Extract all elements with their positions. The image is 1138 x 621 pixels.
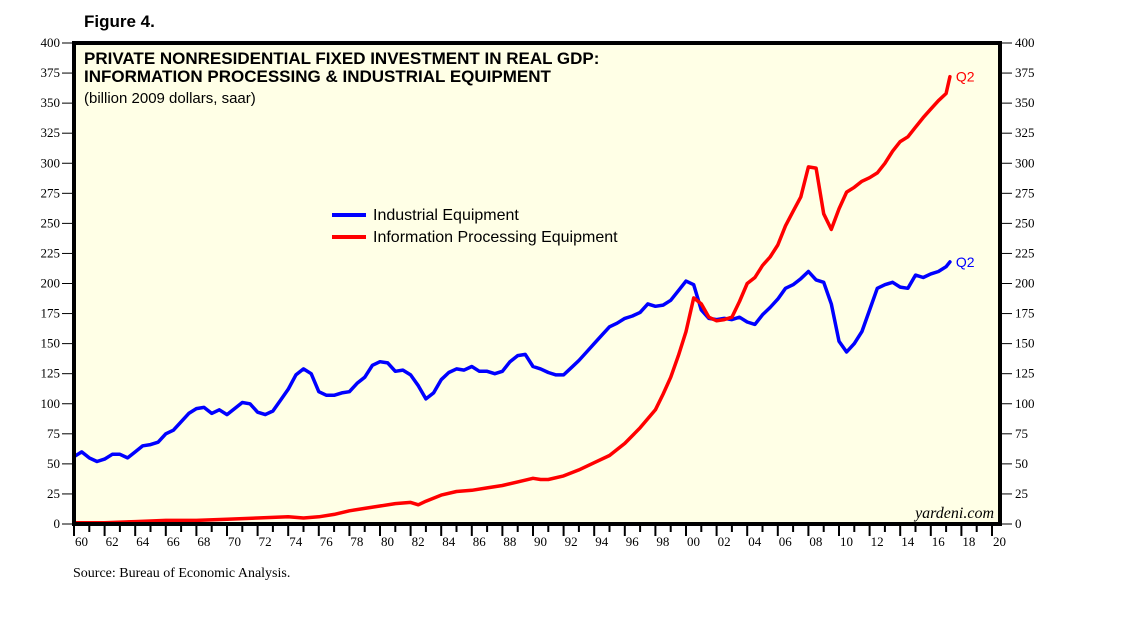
series-lines bbox=[72, 74, 952, 525]
y-tick-label-right: 275 bbox=[1015, 185, 1035, 200]
x-tick-label: 02 bbox=[718, 534, 731, 549]
x-tick-label: 94 bbox=[595, 534, 609, 549]
x-tick-label: 86 bbox=[473, 534, 487, 549]
y-tick-label-right: 350 bbox=[1015, 95, 1035, 110]
end-label-information-processing: Q2 bbox=[956, 69, 975, 85]
y-tick-label-right: 100 bbox=[1015, 396, 1035, 411]
y-tick-label-right: 400 bbox=[1015, 35, 1035, 50]
x-tick-label: 00 bbox=[687, 534, 700, 549]
legend: Industrial Equipment Information Process… bbox=[332, 207, 618, 246]
x-tick-label: 04 bbox=[748, 534, 762, 549]
x-tick-label: 06 bbox=[779, 534, 793, 549]
plot-background bbox=[74, 43, 1000, 524]
y-tick-label-left: 375 bbox=[41, 65, 61, 80]
x-tick-label: 70 bbox=[228, 534, 241, 549]
x-tick-label: 78 bbox=[350, 534, 363, 549]
x-axis: 60 62 64 66 68 70 72 74 76 78 80 82 84 86 88 90 92 94 96 98… bbox=[73, 524, 1006, 549]
x-tick-label: 08 bbox=[809, 534, 822, 549]
x-tick-label: 10 bbox=[840, 534, 853, 549]
y-tick-label-right: 200 bbox=[1015, 276, 1035, 291]
y-axis-right: 0 25 50 75 100 125 150 175 200 225 250 275 300 325 350… bbox=[1000, 35, 1035, 531]
y-tick-label-right: 125 bbox=[1015, 366, 1035, 381]
y-tick-label-left: 100 bbox=[41, 396, 61, 411]
y-tick-label-right: 75 bbox=[1015, 426, 1028, 441]
y-axis-left: 0 25 50 75 100 125 150 175 200 225 250 275 300 325 350… bbox=[41, 35, 74, 531]
x-tick-label: 14 bbox=[901, 534, 915, 549]
y-tick-label-left: 200 bbox=[41, 276, 61, 291]
series-line-information-processing bbox=[72, 74, 952, 525]
end-label-industrial-equipment: Q2 bbox=[956, 254, 975, 270]
x-tick-label: 80 bbox=[381, 534, 394, 549]
y-tick-label-left: 300 bbox=[41, 155, 61, 170]
y-tick-label-right: 225 bbox=[1015, 245, 1035, 260]
x-tick-label: 16 bbox=[932, 534, 946, 549]
y-tick-label-left: 50 bbox=[47, 456, 60, 471]
chart-subtitle: (billion 2009 dollars, saar) bbox=[84, 90, 256, 107]
y-tick-label-right: 250 bbox=[1015, 215, 1035, 230]
chart-title-line2: INFORMATION PROCESSING & INDUSTRIAL EQUI… bbox=[84, 67, 552, 86]
x-tick-label: 64 bbox=[136, 534, 150, 549]
y-tick-label-right: 0 bbox=[1015, 516, 1022, 531]
y-tick-label-left: 150 bbox=[41, 336, 61, 351]
y-tick-label-right: 325 bbox=[1015, 125, 1035, 140]
x-tick-label: 12 bbox=[871, 534, 884, 549]
y-tick-label-left: 225 bbox=[41, 245, 61, 260]
x-tick-label: 88 bbox=[503, 534, 516, 549]
source-note: Source: Bureau of Economic Analysis. bbox=[73, 566, 291, 581]
watermark: yardeni.com bbox=[913, 505, 994, 522]
y-tick-label-left: 75 bbox=[47, 426, 60, 441]
x-tick-label: 92 bbox=[565, 534, 578, 549]
y-tick-label-left: 275 bbox=[41, 185, 61, 200]
y-tick-label-left: 125 bbox=[41, 366, 61, 381]
x-tick-label: 90 bbox=[534, 534, 547, 549]
x-tick-label: 98 bbox=[656, 534, 669, 549]
y-tick-label-right: 25 bbox=[1015, 486, 1028, 501]
y-tick-label-left: 0 bbox=[54, 516, 61, 531]
x-tick-label: 18 bbox=[962, 534, 975, 549]
x-tick-label: 72 bbox=[259, 534, 272, 549]
plot-frame bbox=[72, 41, 1002, 526]
x-tick-label: 62 bbox=[106, 534, 119, 549]
x-tick-label: 96 bbox=[626, 534, 640, 549]
y-tick-label-right: 175 bbox=[1015, 306, 1035, 321]
legend-label-industrial-equipment: Industrial Equipment bbox=[373, 207, 519, 224]
figure-label: Figure 4. bbox=[84, 12, 155, 31]
y-tick-label-left: 25 bbox=[47, 486, 60, 501]
y-tick-label-left: 350 bbox=[41, 95, 61, 110]
y-tick-label-right: 50 bbox=[1015, 456, 1028, 471]
x-tick-label: 74 bbox=[289, 534, 303, 549]
series-line-industrial-equipment bbox=[72, 260, 952, 464]
x-tick-label: 82 bbox=[412, 534, 425, 549]
chart-title: PRIVATE NONRESIDENTIAL FIXED INVESTMENT … bbox=[84, 49, 599, 68]
legend-label-information-processing: Information Processing Equipment bbox=[373, 229, 618, 246]
y-tick-label-right: 300 bbox=[1015, 155, 1035, 170]
x-tick-label: 68 bbox=[197, 534, 210, 549]
y-tick-label-left: 175 bbox=[41, 306, 61, 321]
x-tick-label: 20 bbox=[993, 534, 1006, 549]
x-tick-label: 60 bbox=[75, 534, 88, 549]
y-tick-label-left: 325 bbox=[41, 125, 61, 140]
y-tick-label-right: 375 bbox=[1015, 65, 1035, 80]
y-tick-label-right: 150 bbox=[1015, 336, 1035, 351]
y-tick-label-left: 400 bbox=[41, 35, 61, 50]
x-tick-label: 66 bbox=[167, 534, 181, 549]
y-tick-label-left: 250 bbox=[41, 215, 61, 230]
x-tick-label: 84 bbox=[442, 534, 456, 549]
x-tick-label: 76 bbox=[320, 534, 334, 549]
